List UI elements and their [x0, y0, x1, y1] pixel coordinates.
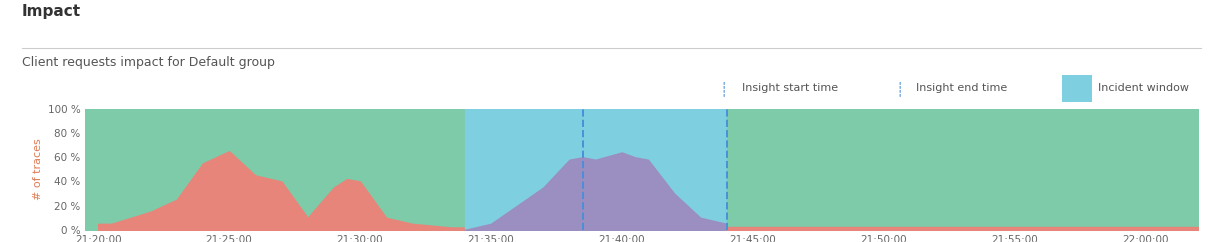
Text: ┊: ┊	[720, 81, 727, 96]
Y-axis label: # of traces: # of traces	[33, 138, 44, 200]
Text: Incident window: Incident window	[1098, 83, 1189, 93]
Text: Insight start time: Insight start time	[742, 83, 838, 93]
Text: Client requests impact for Default group: Client requests impact for Default group	[22, 56, 275, 69]
Text: Impact: Impact	[22, 4, 81, 19]
Text: Insight end time: Insight end time	[916, 83, 1007, 93]
Bar	[465, 109, 726, 230]
Text: ┊: ┊	[896, 81, 903, 96]
